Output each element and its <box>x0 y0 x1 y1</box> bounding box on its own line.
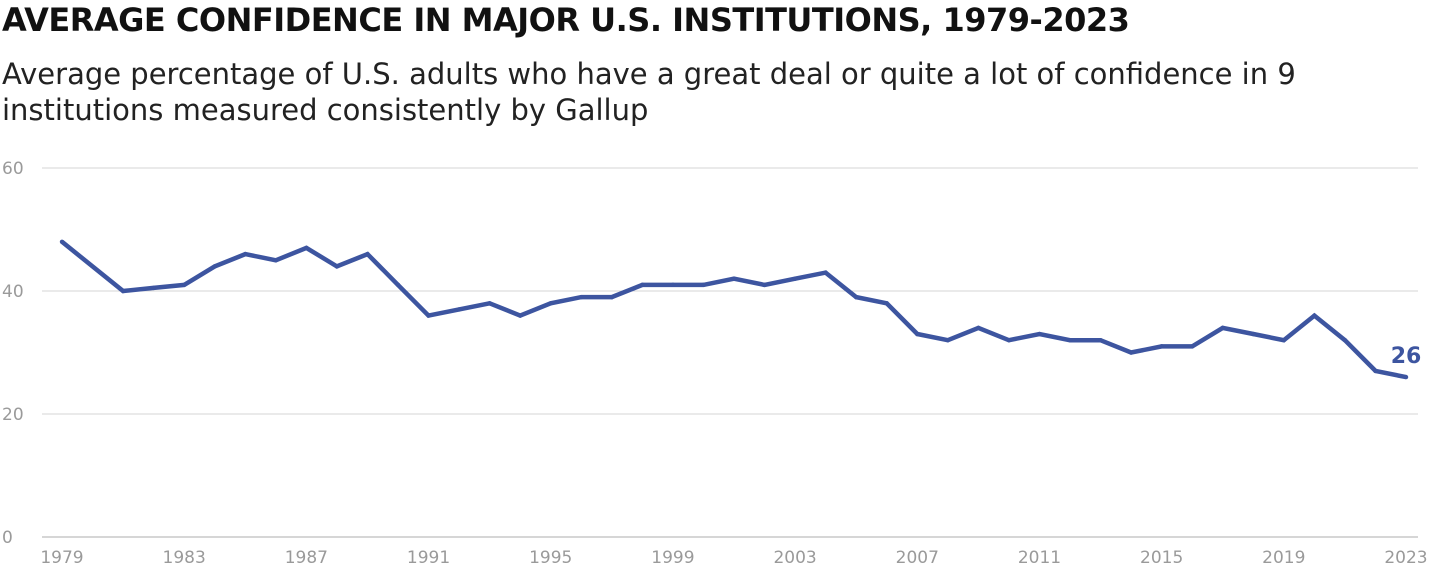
x-axis-ticks: 1979 1983 1987 1991 1995 1999 2003 2007 2011 2015… <box>40 548 1427 568</box>
chart-title: AVERAGE CONFIDENCE IN MAJOR U.S. INSTITU… <box>2 1 1130 39</box>
y-tick-label-40: 40 <box>2 282 24 302</box>
x-tick-label-2019: 2019 <box>1262 548 1305 568</box>
data-point-1991 <box>426 313 431 318</box>
y-axis-ticks: 0 20 40 60 <box>2 159 24 548</box>
data-labels: 26 <box>1391 344 1422 369</box>
series <box>59 239 1409 380</box>
data-point-2005 <box>853 294 859 300</box>
data-point-2017 <box>1220 325 1225 331</box>
data-point-1992 <box>456 307 462 312</box>
data-point-2000 <box>701 282 706 288</box>
data-point-1995 <box>548 301 553 306</box>
x-tick-label-2011: 2011 <box>1018 548 1061 568</box>
y-tick-label-20: 20 <box>2 405 24 425</box>
gridlines <box>42 167 1418 538</box>
data-point-2022 <box>1373 368 1378 374</box>
end-value-label: 26 <box>1391 344 1422 369</box>
y-tick-label-0: 0 <box>2 528 13 548</box>
data-point-2021 <box>1342 338 1348 343</box>
data-point-2009 <box>976 325 981 331</box>
data-point-1986 <box>273 258 279 263</box>
data-point-2008 <box>945 338 951 343</box>
data-point-1984 <box>212 264 217 269</box>
data-point-2019 <box>1281 338 1287 343</box>
data-point-1999 <box>670 282 676 288</box>
data-point-2023 <box>1403 374 1409 380</box>
data-point-2012 <box>1067 338 1073 343</box>
x-tick-label-1999: 1999 <box>651 548 694 568</box>
data-point-1982 <box>151 285 156 291</box>
data-point-1989 <box>365 251 370 257</box>
x-tick-label-2023: 2023 <box>1384 548 1427 568</box>
data-point-1988 <box>334 264 340 269</box>
data-point-2006 <box>884 301 889 306</box>
x-tick-label-1991: 1991 <box>407 548 450 568</box>
data-point-2002 <box>762 282 767 288</box>
chart-subtitle: Average percentage of U.S. adults who ha… <box>2 57 1296 127</box>
data-point-2010 <box>1006 338 1012 343</box>
data-point-2014 <box>1128 350 1134 355</box>
data-point-2013 <box>1098 338 1103 343</box>
data-point-1996 <box>579 294 584 300</box>
data-point-2020 <box>1312 313 1317 318</box>
data-point-1981 <box>120 288 126 294</box>
data-point-1983 <box>181 282 187 288</box>
data-point-1987 <box>304 245 309 251</box>
x-tick-label-1979: 1979 <box>40 548 83 568</box>
x-tick-label-2015: 2015 <box>1140 548 1183 568</box>
x-tick-label-1995: 1995 <box>529 548 572 568</box>
data-point-1979 <box>59 239 65 244</box>
data-point-2018 <box>1251 331 1256 337</box>
data-point-2001 <box>731 276 737 281</box>
x-tick-label-1987: 1987 <box>285 548 328 568</box>
data-point-1985 <box>243 251 248 257</box>
data-point-2003 <box>792 276 798 281</box>
data-point-1990 <box>395 282 401 288</box>
data-point-2015 <box>1159 344 1164 349</box>
data-point-2007 <box>915 331 920 337</box>
data-point-2004 <box>823 270 828 275</box>
data-point-1993 <box>487 301 492 306</box>
series-line-0 <box>60 240 1407 380</box>
data-point-1997 <box>609 294 615 300</box>
x-tick-label-2003: 2003 <box>773 548 816 568</box>
y-tick-label-60: 60 <box>2 159 24 179</box>
data-point-1994 <box>517 313 523 318</box>
data-point-2016 <box>1189 344 1195 349</box>
x-tick-label-1983: 1983 <box>163 548 206 568</box>
x-tick-label-2007: 2007 <box>896 548 939 568</box>
data-point-2011 <box>1037 331 1042 337</box>
data-point-1998 <box>640 282 645 288</box>
